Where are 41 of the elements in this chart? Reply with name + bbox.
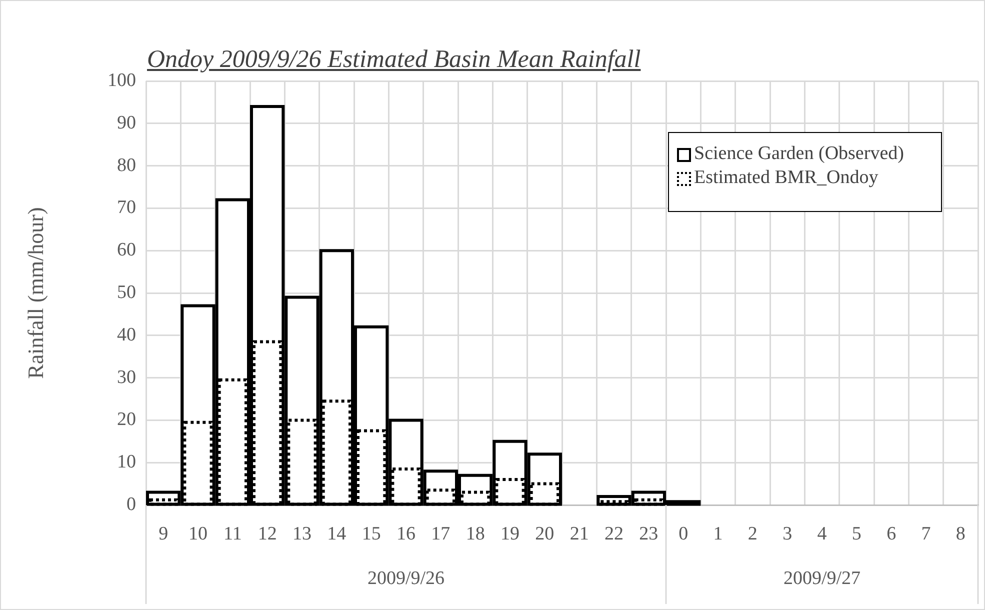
y-tick-label: 30	[117, 366, 136, 388]
y-tick-label: 40	[117, 324, 136, 346]
chart-title: Ondoy 2009/9/26 Estimated Basin Mean Rainfall	[147, 46, 641, 74]
y-tick-label: 90	[117, 112, 136, 134]
legend-label: Estimated BMR_Ondoy	[694, 167, 878, 189]
x-tick-label: 7	[921, 523, 931, 544]
x-tick-label: 9	[158, 523, 168, 544]
x-tick-label: 4	[817, 523, 828, 544]
x-tick-label: 13	[292, 523, 312, 544]
y-tick-label: 80	[117, 154, 136, 176]
x-tick-label: 19	[500, 523, 520, 544]
x-tick-label: 10	[188, 523, 208, 544]
y-tick-label: 20	[117, 409, 136, 430]
y-axis-title: Rainfall (mm/hour)	[22, 207, 48, 379]
x-tick-label: 22	[604, 523, 624, 544]
x-tick-label: 23	[639, 523, 658, 544]
y-tick-label: 100	[108, 70, 136, 91]
y-tick-label: 0	[126, 494, 136, 515]
x-tick-label: 12	[258, 523, 277, 544]
x-tick-label: 1	[713, 523, 723, 544]
y-tick-label: 70	[117, 197, 136, 218]
x-tick-label: 11	[224, 523, 242, 544]
text: 2009/9/27	[783, 568, 861, 589]
x-tick-label: 17	[431, 523, 450, 544]
y-tick-label: 50	[117, 282, 136, 303]
x-tick-label: 21	[570, 523, 589, 544]
x-tick-label: 0	[678, 523, 688, 544]
x-tick-label: 20	[535, 523, 554, 544]
x-tick-label: 18	[466, 523, 485, 544]
x-tick-label: 5	[852, 523, 862, 544]
x-tick-label: 8	[956, 523, 966, 544]
y-tick-label: 60	[117, 240, 136, 261]
x-tick-label: 2	[748, 523, 758, 544]
x-tick-label: 15	[362, 523, 381, 544]
x-tick-label: 16	[396, 523, 416, 544]
y-tick-label: 10	[117, 452, 136, 473]
x-tick-label: 14	[327, 523, 347, 544]
x-tick-label: 3	[782, 523, 792, 544]
legend-label: Science Garden (Observed)	[694, 143, 904, 165]
text: 2009/9/26	[367, 568, 445, 589]
x-tick-label: 6	[886, 523, 896, 544]
